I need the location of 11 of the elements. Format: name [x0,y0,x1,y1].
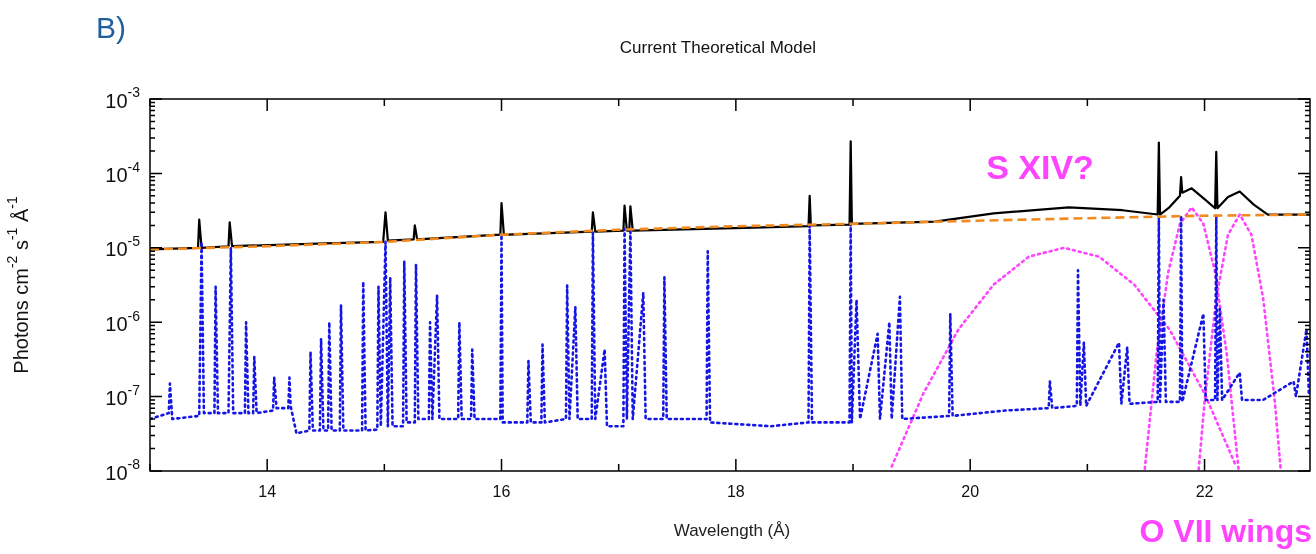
annotation: S XIV? [986,148,1094,187]
text: B) [96,11,126,45]
x-axis-title: Wavelength (Å) [673,520,791,540]
x-tick-label: 16 [492,483,511,501]
x-tick-label: 18 [726,483,745,501]
x-tick-label: 22 [1195,483,1214,501]
x-tick-label: 20 [961,483,980,501]
y-axis-title: Photons cm-2 s-1 Å-1 [4,196,32,374]
chart-title: Current Theoretical Model [619,37,816,57]
text: O VII wings [1139,512,1312,549]
x-tick-label: 14 [258,483,277,501]
